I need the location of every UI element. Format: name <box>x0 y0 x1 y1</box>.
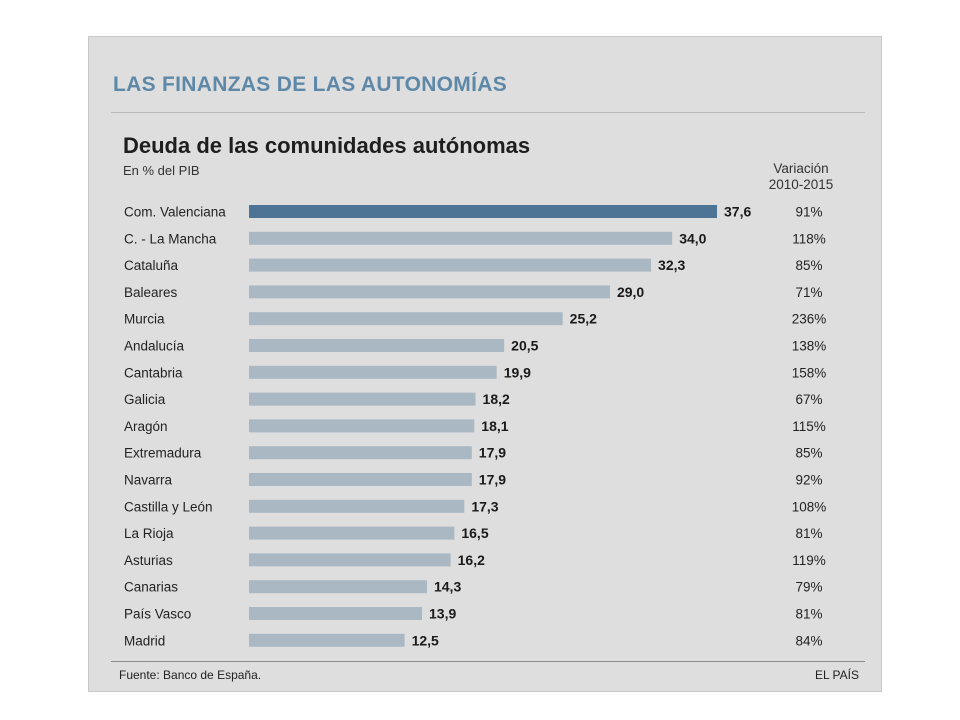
bar <box>249 553 451 567</box>
category-label: La Rioja <box>124 526 174 541</box>
variation-label: 91% <box>795 205 822 220</box>
value-label: 18,2 <box>483 391 510 407</box>
bottom-divider <box>111 661 865 662</box>
variation-label: 158% <box>792 365 827 380</box>
bar <box>249 419 475 433</box>
category-label: Aragón <box>124 419 168 434</box>
bar <box>249 633 405 647</box>
variation-label: 119% <box>792 553 826 568</box>
category-label: Navarra <box>124 473 173 488</box>
variation-header-line2: 2010-2015 <box>768 177 834 192</box>
value-label: 13,9 <box>429 606 456 622</box>
bar <box>249 607 423 620</box>
value-label: 32,3 <box>658 257 685 273</box>
bar <box>249 231 673 245</box>
bar-chart: Com. Valenciana 37,6 91% C. - La Mancha 34,0… <box>124 204 827 649</box>
publisher-brand: EL PAÍS <box>814 668 859 682</box>
bar <box>249 473 472 486</box>
chart-subtitle: En % del PIB <box>123 163 200 178</box>
value-label: 16,2 <box>458 552 485 568</box>
variation-label: 85% <box>795 446 822 461</box>
variation-label: 85% <box>795 258 822 273</box>
value-label: 19,9 <box>504 364 531 380</box>
variation-label: 84% <box>795 633 822 648</box>
variation-header: Variación 2010-2015 <box>749 161 853 193</box>
bar <box>249 446 472 460</box>
bar <box>249 285 610 299</box>
variation-label: 67% <box>795 392 822 407</box>
category-label: Galicia <box>124 392 166 407</box>
category-label: País Vasco <box>124 607 191 622</box>
category-label: Extremadura <box>124 446 202 461</box>
variation-label: 115% <box>792 419 826 434</box>
bar <box>249 339 505 352</box>
category-label: Cantabria <box>124 365 183 380</box>
bar <box>249 580 427 594</box>
bar <box>249 205 717 218</box>
source-note: Fuente: Banco de España. <box>119 668 262 682</box>
value-label: 16,5 <box>461 525 488 541</box>
bar <box>249 392 476 406</box>
category-label: Com. Valenciana <box>124 205 226 220</box>
variation-label: 138% <box>792 339 827 354</box>
value-label: 12,5 <box>412 632 439 648</box>
category-label: Castilla y León <box>124 499 213 514</box>
bar <box>249 365 497 379</box>
newspaper-clipping: LAS FINANZAS DE LAS AUTONOMÍAS Deuda de … <box>88 36 882 692</box>
category-label: C. - La Mancha <box>124 231 217 246</box>
value-label: 34,0 <box>679 230 706 246</box>
value-label: 37,6 <box>724 204 751 220</box>
variation-label: 108% <box>792 499 827 514</box>
variation-label: 92% <box>795 473 822 488</box>
value-label: 18,1 <box>481 418 508 434</box>
bar <box>249 258 652 272</box>
value-label: 17,9 <box>479 472 506 488</box>
variation-label: 79% <box>795 580 822 595</box>
variation-label: 71% <box>795 285 822 300</box>
value-label: 25,2 <box>570 311 597 327</box>
section-title: LAS FINANZAS DE LAS AUTONOMÍAS <box>113 73 508 96</box>
value-label: 29,0 <box>617 284 644 300</box>
bar <box>249 526 455 540</box>
category-label: Asturias <box>124 553 173 568</box>
variation-label: 236% <box>792 312 827 327</box>
value-label: 20,5 <box>511 338 538 354</box>
category-label: Andalucía <box>124 339 185 354</box>
value-label: 14,3 <box>434 579 461 595</box>
category-label: Canarias <box>124 580 178 595</box>
bar <box>249 312 563 326</box>
value-label: 17,9 <box>479 445 506 461</box>
variation-label: 118% <box>792 231 826 246</box>
chart-title: Deuda de las comunidades autónomas <box>123 133 531 158</box>
category-label: Baleares <box>124 285 178 300</box>
variation-label: 81% <box>795 607 822 622</box>
bar <box>249 499 465 513</box>
category-label: Murcia <box>124 312 165 327</box>
variation-header-line1: Variación <box>773 161 829 176</box>
variation-label: 81% <box>795 526 822 541</box>
category-label: Madrid <box>124 633 165 648</box>
value-label: 17,3 <box>471 498 498 514</box>
category-label: Cataluña <box>124 258 179 273</box>
top-divider <box>111 112 865 113</box>
